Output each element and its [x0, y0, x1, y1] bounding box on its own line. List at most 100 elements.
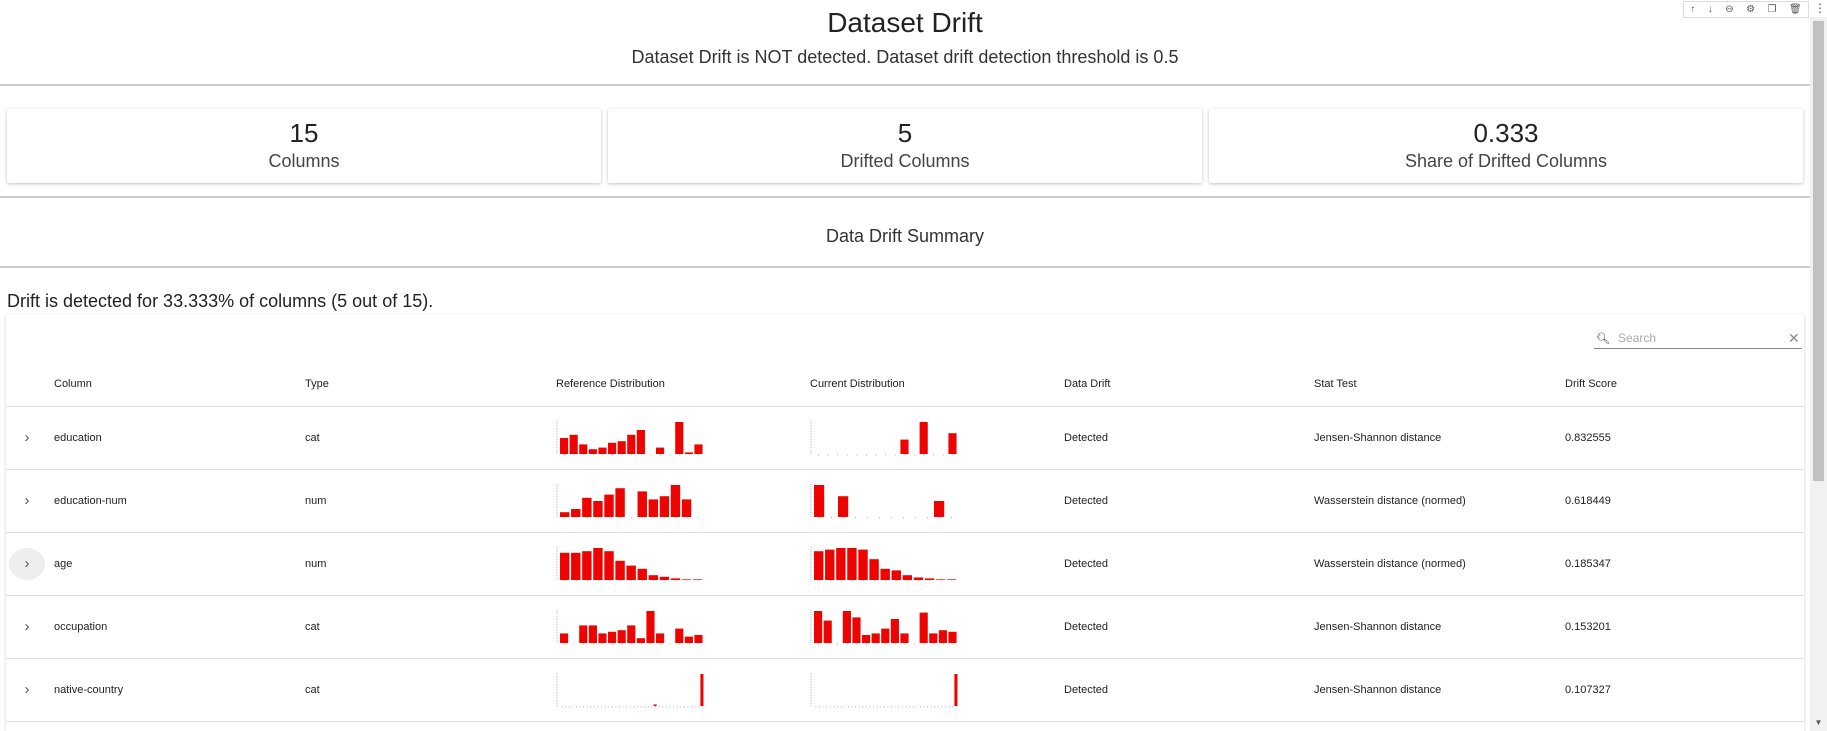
- reference-distribution-histogram[interactable]: [556, 419, 706, 457]
- table-row[interactable]: › education cat Detected Jensen-Shannon dist…: [6, 407, 1804, 470]
- histogram-bar[interactable]: [598, 633, 607, 643]
- histogram-bar[interactable]: [646, 611, 655, 643]
- vertical-scrollbar[interactable]: ▲ ▼: [1810, 17, 1827, 731]
- histogram-bar[interactable]: [919, 422, 928, 454]
- histogram-bar[interactable]: [891, 570, 901, 580]
- histogram-bar[interactable]: [656, 633, 665, 643]
- histogram-bar[interactable]: [948, 433, 957, 454]
- histogram-bar[interactable]: [569, 434, 578, 454]
- table-row[interactable]: › age num Detected Wasserstein distance (nor…: [6, 533, 1804, 596]
- current-distribution-histogram[interactable]: [810, 482, 960, 520]
- histogram-bar[interactable]: [636, 430, 645, 454]
- histogram-bar[interactable]: [560, 512, 570, 517]
- scroll-down-icon[interactable]: ▼: [1814, 718, 1823, 727]
- gear-icon[interactable]: ⚙: [1746, 4, 1756, 15]
- histogram-bar[interactable]: [684, 636, 693, 643]
- histogram-bar[interactable]: [692, 579, 703, 580]
- histogram-bar[interactable]: [560, 552, 570, 580]
- arrow-up-icon[interactable]: ↑: [1690, 4, 1696, 15]
- histogram-bar[interactable]: [588, 449, 597, 454]
- link-icon[interactable]: ⊖: [1725, 4, 1734, 15]
- copy-icon[interactable]: ❐: [1767, 4, 1777, 15]
- histogram-bar[interactable]: [836, 548, 846, 580]
- histogram-bar[interactable]: [694, 444, 703, 454]
- histogram-bar[interactable]: [946, 579, 957, 580]
- histogram-bar[interactable]: [842, 611, 851, 643]
- histogram-bar[interactable]: [593, 501, 603, 517]
- histogram-bar[interactable]: [862, 635, 871, 643]
- reference-distribution-histogram[interactable]: [556, 671, 706, 709]
- more-options-icon[interactable]: ⋮: [1814, 1, 1826, 15]
- histogram-bar[interactable]: [653, 704, 657, 706]
- histogram-bar[interactable]: [627, 434, 636, 454]
- histogram-bar[interactable]: [913, 577, 924, 580]
- histogram-bar[interactable]: [919, 612, 928, 643]
- histogram-bar[interactable]: [636, 638, 645, 643]
- histogram-bar[interactable]: [659, 496, 670, 517]
- chevron-right-icon[interactable]: ›: [24, 429, 30, 446]
- current-distribution-histogram[interactable]: [810, 608, 960, 646]
- histogram-bar[interactable]: [938, 630, 947, 643]
- scrollbar-thumb[interactable]: [1813, 21, 1824, 481]
- header-drift-score[interactable]: Drift Score: [1565, 378, 1617, 390]
- histogram-bar[interactable]: [681, 579, 692, 580]
- histogram-bar[interactable]: [825, 549, 835, 580]
- histogram-bar[interactable]: [582, 551, 592, 580]
- histogram-bar[interactable]: [627, 625, 636, 643]
- histogram-bar[interactable]: [637, 568, 647, 580]
- histogram-bar[interactable]: [579, 444, 588, 454]
- chevron-right-icon[interactable]: ›: [24, 681, 30, 698]
- histogram-bar[interactable]: [881, 628, 890, 643]
- histogram-bar[interactable]: [604, 494, 614, 517]
- histogram-bar[interactable]: [900, 633, 909, 643]
- trash-icon[interactable]: 🗑: [1788, 4, 1802, 15]
- histogram-bar[interactable]: [814, 485, 825, 517]
- histogram-bar[interactable]: [929, 633, 938, 643]
- histogram-bar[interactable]: [935, 579, 946, 580]
- histogram-bar[interactable]: [637, 491, 647, 517]
- histogram-bar[interactable]: [681, 499, 692, 517]
- search-input[interactable]: [1616, 330, 1780, 346]
- table-row[interactable]: › native-country cat Detected Jensen-Shannon…: [6, 659, 1804, 722]
- reference-distribution-histogram[interactable]: [556, 545, 706, 583]
- histogram-bar[interactable]: [948, 631, 957, 643]
- header-type[interactable]: Type: [305, 378, 329, 390]
- histogram-bar[interactable]: [615, 560, 625, 580]
- histogram-bar[interactable]: [560, 438, 569, 454]
- histogram-bar[interactable]: [852, 617, 861, 643]
- histogram-bar[interactable]: [617, 441, 626, 454]
- histogram-bar[interactable]: [869, 559, 879, 580]
- histogram-bar[interactable]: [648, 499, 659, 517]
- histogram-bar[interactable]: [582, 497, 592, 517]
- histogram-bar[interactable]: [675, 422, 684, 454]
- histogram-bar[interactable]: [579, 625, 588, 643]
- histogram-bar[interactable]: [604, 551, 614, 580]
- histogram-bar[interactable]: [871, 633, 880, 643]
- histogram-bar[interactable]: [924, 578, 935, 580]
- histogram-bar[interactable]: [847, 548, 857, 580]
- header-data-drift[interactable]: Data Drift: [1064, 378, 1111, 390]
- histogram-bar[interactable]: [670, 578, 681, 580]
- histogram-bar[interactable]: [858, 549, 868, 580]
- current-distribution-histogram[interactable]: [810, 671, 960, 709]
- histogram-bar[interactable]: [659, 576, 670, 580]
- histogram-bar[interactable]: [593, 548, 603, 580]
- histogram-bar[interactable]: [700, 674, 704, 706]
- histogram-bar[interactable]: [608, 631, 617, 643]
- histogram-bar[interactable]: [648, 575, 659, 580]
- histogram-bar[interactable]: [615, 488, 625, 517]
- histogram-bar[interactable]: [675, 628, 684, 643]
- histogram-bar[interactable]: [588, 625, 597, 643]
- histogram-bar[interactable]: [670, 485, 681, 517]
- close-icon[interactable]: ✕: [1788, 329, 1800, 346]
- histogram-bar[interactable]: [617, 630, 626, 643]
- histogram-bar[interactable]: [626, 565, 636, 580]
- chevron-right-icon[interactable]: ›: [24, 618, 30, 635]
- histogram-bar[interactable]: [656, 447, 665, 454]
- histogram-bar[interactable]: [838, 496, 849, 517]
- histogram-bar[interactable]: [880, 568, 890, 580]
- histogram-bar[interactable]: [694, 635, 703, 643]
- histogram-bar[interactable]: [823, 620, 832, 643]
- histogram-bar[interactable]: [814, 551, 824, 580]
- histogram-bar[interactable]: [890, 619, 899, 643]
